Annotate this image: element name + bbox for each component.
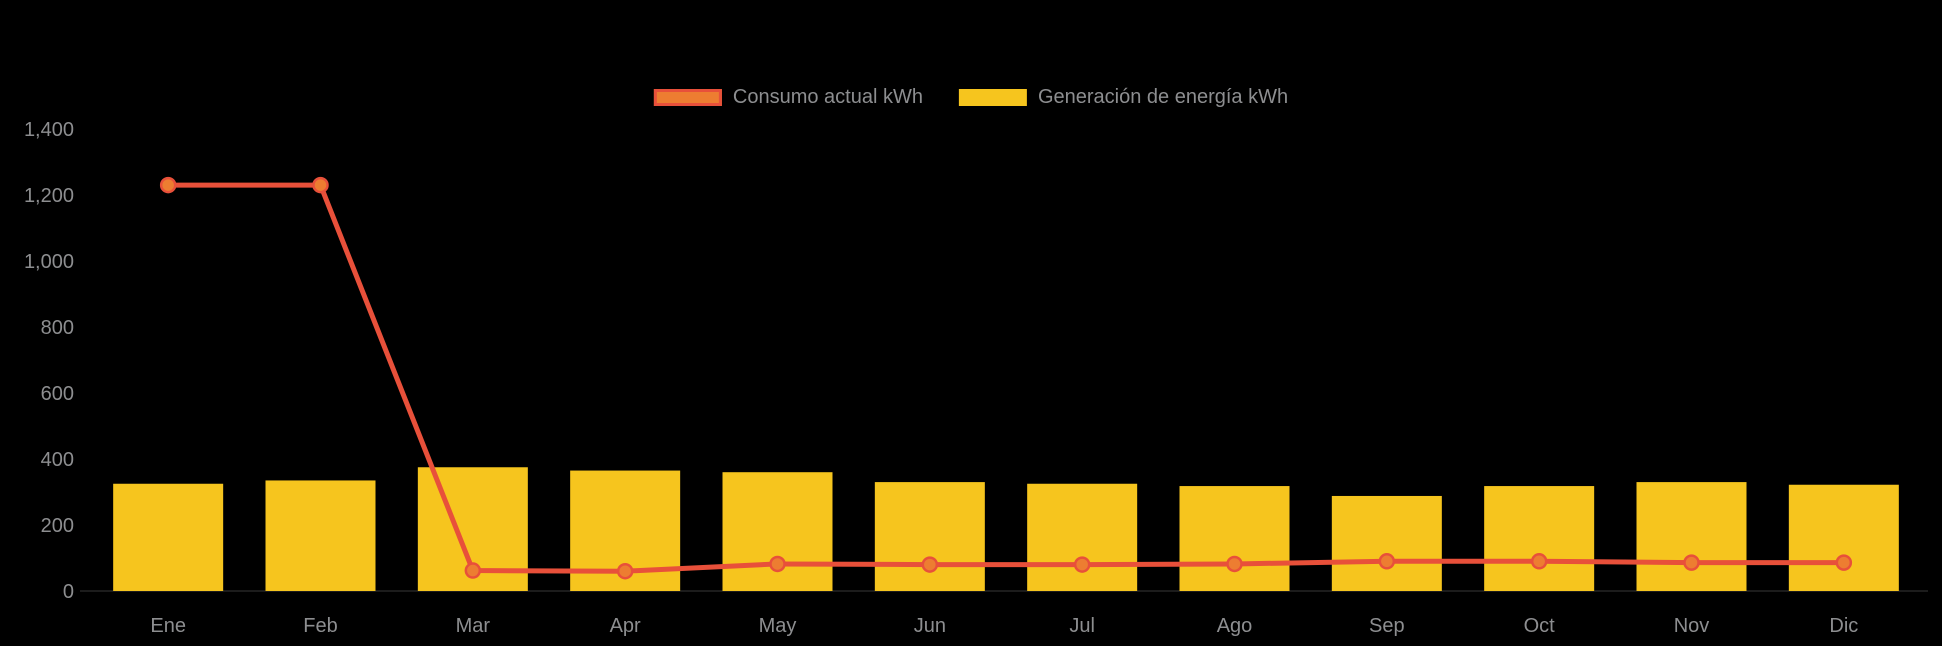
line-point-Jun[interactable] <box>921 556 939 573</box>
bar-Feb[interactable] <box>265 480 376 591</box>
y-tick-label-1,000: 1,000 <box>24 251 74 273</box>
y-tick-label-1,400: 1,400 <box>24 119 74 141</box>
generacion-legend-label: Generación de energía kWh <box>1037 86 1289 108</box>
line-point-Nov[interactable] <box>1683 554 1700 571</box>
line-point-Ago[interactable] <box>1226 555 1243 573</box>
x-tick-label-Ene: Ene <box>150 615 186 637</box>
y-tick-label-400: 400 <box>41 449 74 471</box>
x-tick-label-Jul: Jul <box>1069 615 1095 637</box>
line-point-Mar[interactable] <box>464 562 482 579</box>
x-tick-label-Sep: Sep <box>1369 615 1405 637</box>
x-tick-label-Dic: Dic <box>1829 615 1858 637</box>
line-point-Ene[interactable] <box>159 176 177 194</box>
x-tick-label-Oct: Oct <box>1524 615 1556 637</box>
x-tick-label-May: May <box>759 615 797 637</box>
line-point-Feb[interactable] <box>312 176 329 194</box>
consumo-line <box>165 182 1847 574</box>
x-tick-label-Ago: Ago <box>1217 615 1253 637</box>
line-point-Apr[interactable] <box>616 562 634 580</box>
x-tick-label-Apr: Apr <box>610 615 641 637</box>
line-point-Jul[interactable] <box>1073 556 1091 573</box>
y-tick-label-200: 200 <box>41 515 74 537</box>
bar-Ago[interactable] <box>1179 486 1290 591</box>
legend: Consumo actual kWh Generación de energía… <box>653 86 1289 108</box>
consumo-swatch <box>653 88 722 106</box>
bar-Dic[interactable] <box>1788 484 1899 591</box>
y-tick-label-0: 0 <box>63 581 74 603</box>
line-point-Oct[interactable] <box>1530 553 1548 570</box>
bar-Jun[interactable] <box>874 482 985 591</box>
legend-item-generacion[interactable]: Generación de energía kWh <box>958 86 1289 108</box>
x-tick-label-Feb: Feb <box>303 615 337 637</box>
bar-Oct[interactable] <box>1484 486 1595 591</box>
x-tick-label-Nov: Nov <box>1674 615 1710 637</box>
line-point-Sep[interactable] <box>1378 553 1396 570</box>
generacion-swatch <box>958 88 1027 106</box>
bar-May[interactable] <box>722 472 833 591</box>
bar-Ene[interactable] <box>113 483 224 591</box>
y-tick-label-600: 600 <box>41 383 74 405</box>
bar-Jul[interactable] <box>1027 483 1138 591</box>
line-point-May[interactable] <box>769 555 786 573</box>
y-tick-label-800: 800 <box>41 317 74 339</box>
line-point-Dic[interactable] <box>1835 554 1853 571</box>
legend-item-consumo[interactable]: Consumo actual kWh <box>653 86 923 108</box>
y-tick-label-1,200: 1,200 <box>24 185 74 207</box>
x-tick-label-Jun: Jun <box>914 615 946 637</box>
consumo-legend-label: Consumo actual kWh <box>732 86 923 108</box>
bar-Sep[interactable] <box>1331 495 1442 591</box>
x-tick-label-Mar: Mar <box>456 615 491 637</box>
bar-Nov[interactable] <box>1636 482 1747 591</box>
